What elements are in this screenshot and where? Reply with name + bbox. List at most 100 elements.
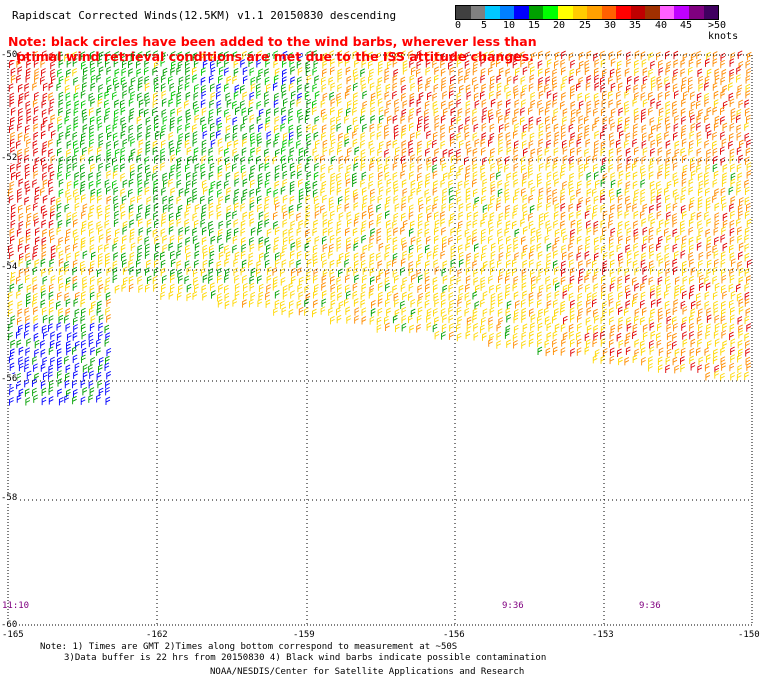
wind-barb [561, 260, 566, 270]
wind-barb [208, 115, 213, 125]
wind-barb [40, 187, 45, 196]
wind-barb [448, 100, 454, 109]
wind-barb [336, 123, 342, 132]
lat-lon-grid [8, 55, 752, 625]
wind-barb [393, 227, 398, 236]
wind-barb [433, 131, 438, 141]
wind-barb [506, 339, 511, 348]
wind-barb [128, 259, 134, 268]
wind-barb [242, 274, 247, 284]
wind-barb [64, 314, 69, 324]
wind-barb [577, 300, 582, 310]
wind-barb [40, 380, 46, 389]
wind-barb [482, 212, 488, 221]
wind-barb [232, 147, 238, 157]
wind-barb [400, 267, 405, 276]
wind-barb [736, 108, 742, 118]
wind-barb [242, 178, 248, 187]
wind-barb [272, 82, 278, 91]
wind-barb [568, 323, 574, 333]
wind-barb [472, 202, 478, 212]
wind-barb [322, 259, 327, 268]
wind-barb [83, 66, 88, 76]
wind-barb [472, 66, 478, 76]
wind-barb [186, 266, 192, 275]
wind-barb [664, 300, 670, 310]
wind-barb [449, 66, 455, 76]
wind-barb [18, 362, 24, 372]
wind-barb [162, 204, 168, 213]
wind-barb [152, 146, 158, 155]
wind-barb [672, 266, 678, 275]
wind-barb [122, 235, 127, 244]
wind-barb [728, 133, 734, 142]
wind-barb [666, 340, 672, 350]
wind-barb [104, 90, 110, 100]
wind-barb [521, 282, 527, 291]
wind-barb [98, 356, 104, 366]
wind-barb [57, 370, 62, 379]
wind-barb [250, 76, 256, 86]
wind-barb [560, 323, 566, 332]
wind-barb [58, 59, 64, 68]
wind-barb [713, 330, 719, 339]
wind-barb [521, 178, 527, 187]
wind-barb [696, 131, 702, 140]
wind-barb [273, 138, 279, 148]
wind-barb [569, 314, 575, 323]
wind-barb [504, 163, 509, 173]
wind-barb [176, 91, 182, 101]
wind-barb [105, 51, 111, 60]
wind-barb [665, 66, 671, 76]
wind-barb [642, 203, 648, 213]
wind-barb [26, 115, 32, 124]
wind-barb [401, 50, 406, 59]
wind-barb [168, 140, 174, 149]
wind-barb [408, 261, 414, 270]
wind-barb [80, 396, 86, 405]
wind-barb [593, 220, 599, 230]
wind-barb [465, 266, 471, 276]
wind-barb [26, 138, 31, 147]
wind-barb [666, 149, 672, 158]
wind-barb [568, 242, 574, 252]
wind-barb [424, 123, 429, 132]
wind-barb [328, 218, 333, 228]
wind-barb [746, 362, 752, 371]
lat-label: -58 [1, 493, 18, 503]
wind-barb [273, 244, 279, 253]
wind-barb [210, 52, 216, 62]
wind-barb [674, 290, 679, 300]
wind-barb [170, 108, 176, 117]
wind-barb [440, 218, 446, 227]
wind-barb [24, 196, 30, 206]
wind-barb [600, 330, 605, 340]
wind-barb [305, 60, 311, 70]
wind-barb [552, 162, 558, 172]
wind-barb [496, 331, 502, 341]
wind-barb [346, 290, 351, 300]
wind-barb [498, 274, 503, 283]
wind-barb [137, 51, 143, 60]
wind-barb [273, 59, 279, 69]
wind-barb [16, 290, 21, 299]
wind-barb [586, 299, 591, 308]
wind-barb [208, 74, 214, 84]
wind-barb [665, 268, 671, 277]
wind-barb [514, 252, 519, 261]
wind-barb [58, 282, 64, 292]
wind-barb [187, 155, 192, 165]
wind-barb [17, 243, 23, 252]
wind-barb [90, 188, 96, 198]
wind-barb [160, 291, 166, 300]
wind-barb [609, 139, 615, 148]
wind-barb [80, 90, 86, 99]
wind-barb [553, 219, 558, 229]
wind-barb [706, 268, 712, 277]
footer-notes: Note: 1) Times are GMT 2)Times along bot… [40, 642, 546, 664]
wind-barb [570, 338, 575, 348]
wind-barb [737, 354, 742, 363]
wind-barb [442, 260, 448, 269]
lat-label: -52 [1, 153, 18, 163]
wind-barb [225, 125, 231, 134]
